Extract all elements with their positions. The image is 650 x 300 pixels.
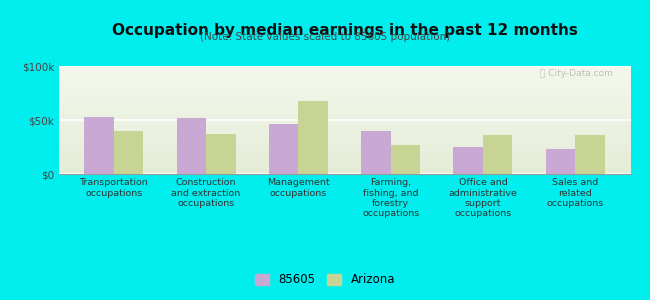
Bar bbox=[545, 149, 575, 174]
Bar bbox=[361, 131, 391, 174]
Bar bbox=[206, 134, 236, 174]
Legend: 85605, Arizona: 85605, Arizona bbox=[250, 269, 400, 291]
Bar bbox=[84, 117, 114, 174]
Bar bbox=[177, 118, 206, 174]
Bar bbox=[453, 147, 483, 174]
Bar bbox=[269, 124, 298, 174]
Bar bbox=[483, 135, 512, 174]
Bar bbox=[298, 100, 328, 174]
Title: Occupation by median earnings in the past 12 months: Occupation by median earnings in the pas… bbox=[112, 23, 577, 38]
Text: ⓘ City-Data.com: ⓘ City-Data.com bbox=[540, 69, 614, 78]
Bar bbox=[575, 135, 604, 174]
Bar bbox=[114, 131, 144, 174]
Bar bbox=[391, 145, 420, 174]
Text: (Note: State values scaled to 85605 population): (Note: State values scaled to 85605 popu… bbox=[200, 32, 450, 41]
